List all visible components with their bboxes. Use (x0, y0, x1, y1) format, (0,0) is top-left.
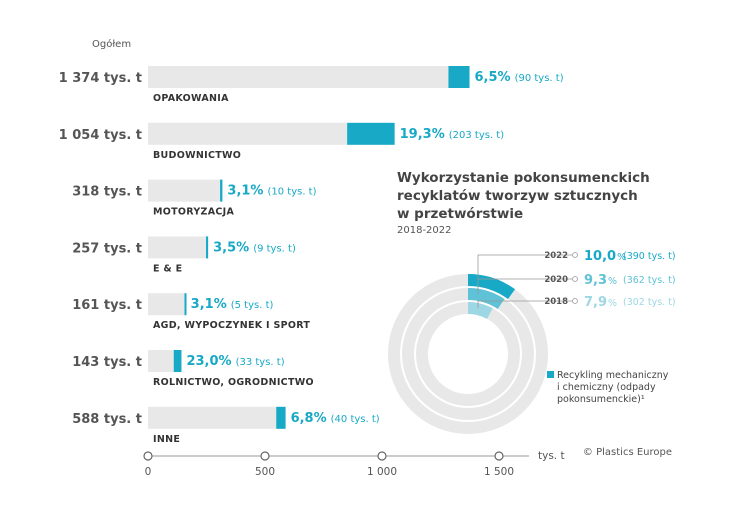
bar-total-label: 588 tys. t (72, 412, 142, 427)
bar-total-label: 1 374 tys. t (59, 71, 142, 86)
x-tick-label: 1 500 (484, 466, 514, 478)
ring-chart-title: Wykorzystanie pokonsumenckich recyklatów… (397, 170, 650, 236)
ring-pct-label: 7,9 (584, 295, 607, 310)
legend-line-1: Recykling mechaniczny (557, 370, 669, 381)
bar-total (148, 350, 174, 372)
bar-recycled-pct: 6,8% (291, 411, 327, 426)
bar-chart: 1 374 tys. t 6,5% (90 tys. t) OPAKOWANIA 1 0… (59, 66, 564, 445)
ring-leader-dot (572, 276, 578, 282)
bar-total (148, 66, 449, 88)
ring-pct-sign: % (617, 252, 626, 263)
ring-arc-2022 (467, 274, 516, 300)
bar-total (148, 122, 348, 145)
bar-category-label: INNE (153, 434, 180, 445)
ring-legend: Recykling mechaniczny i chemiczny (odpad… (547, 370, 669, 405)
ring-arc-2020 (467, 288, 505, 310)
bar-recycled-pct: 3,1% (191, 297, 227, 312)
ring-abs-label: (390 tys. t) (623, 251, 676, 262)
ring-year-label: 2018 (544, 297, 568, 307)
bar-recycled-pct: 19,3% (400, 127, 445, 142)
bar-category-label: ROLNICTWO, OGRODNICTWO (153, 377, 314, 388)
bar-total (148, 179, 221, 202)
bar-recycled-pct: 6,5% (475, 70, 511, 85)
bar-total (148, 293, 185, 316)
ring-abs-label: (302 tys. t) (623, 297, 676, 308)
bar-recycled-pct: 3,5% (213, 240, 249, 255)
x-tick-label: 500 (255, 466, 275, 478)
ring-arc-2018 (467, 302, 493, 319)
ring-track (416, 302, 520, 406)
ring-leader-line (477, 254, 572, 280)
bar-total-label: 143 tys. t (72, 355, 142, 370)
bar-recycled (220, 179, 223, 202)
ring-year-label: 2020 (544, 275, 568, 285)
ring-leader-line (477, 278, 572, 294)
ring-pct-label: 9,3 (584, 273, 607, 288)
bar-category-label: OPAKOWANIA (153, 93, 229, 104)
bar-category-label: E & E (153, 263, 182, 274)
legend-line-2: i chemiczny (odpady (557, 382, 656, 393)
bar-recycled (276, 406, 286, 429)
bar-category-label: BUDOWNICTWO (153, 150, 241, 161)
x-axis: 0 500 1 000 1 500 tys. t (143, 450, 565, 478)
bar-recycled (173, 350, 182, 372)
bar-recycled-pct: 23,0% (186, 354, 231, 369)
bar-recycled (206, 236, 209, 259)
x-tick-label: 1 000 (367, 466, 397, 478)
x-axis-unit: tys. t (538, 450, 565, 462)
ring-title-line-3: w przetwórstwie (397, 206, 523, 222)
bar-recycled-pct: 3,1% (227, 184, 263, 199)
ring-pct-label: 10,0 (584, 249, 616, 264)
bar-recycled-abs: (203 tys. t) (449, 130, 504, 141)
bar-total-label: 318 tys. t (72, 185, 142, 200)
bar-recycled-abs: (33 tys. t) (236, 357, 285, 368)
bar-total (148, 236, 207, 259)
bar-recycled (347, 122, 395, 145)
ring-abs-label: (362 tys. t) (623, 275, 676, 286)
x-tick-marker (143, 451, 153, 461)
x-tick-label: 0 (145, 466, 152, 478)
bar-total-label: 1 054 tys. t (59, 128, 142, 143)
bar-recycled (184, 293, 187, 316)
ring-year-label: 2022 (544, 251, 568, 261)
bar-recycled-abs: (90 tys. t) (515, 73, 564, 84)
ring-leader-dot (572, 252, 578, 258)
ring-leader-line (477, 300, 572, 308)
ring-leader-dot (572, 298, 578, 304)
bar-total-label: 257 tys. t (72, 241, 142, 256)
ring-pct-sign: % (608, 298, 617, 309)
x-tick-marker (260, 451, 270, 461)
x-tick-marker (377, 451, 387, 461)
bar-recycled-abs: (10 tys. t) (267, 187, 316, 198)
ring-title-line-1: Wykorzystanie pokonsumenckich (397, 170, 650, 186)
ring-subtitle: 2018-2022 (397, 225, 452, 236)
copyright: © Plastics Europe (583, 447, 672, 458)
bar-recycled (448, 66, 470, 88)
ring-chart: 2022 10,0 %(390 tys. t)2020 9,3% (362 tys. t… (388, 249, 676, 434)
ring-title-line-2: recyklatów tworzyw sztucznych (397, 188, 638, 204)
bar-category-label: AGD, WYPOCZYNEK I SPORT (153, 320, 310, 331)
legend-swatch (547, 371, 554, 378)
bar-total (148, 406, 277, 429)
column-header: Ogółem (92, 38, 131, 50)
x-tick-marker (494, 451, 504, 461)
bar-category-label: MOTORYZACJA (153, 207, 235, 218)
bar-total-label: 161 tys. t (72, 298, 142, 313)
legend-line-3: pokonsumenckie)¹ (557, 394, 645, 405)
bar-recycled-abs: (9 tys. t) (253, 243, 296, 254)
bar-recycled-abs: (40 tys. t) (331, 414, 380, 425)
ring-pct-sign: % (608, 276, 617, 287)
bar-recycled-abs: (5 tys. t) (231, 300, 274, 311)
